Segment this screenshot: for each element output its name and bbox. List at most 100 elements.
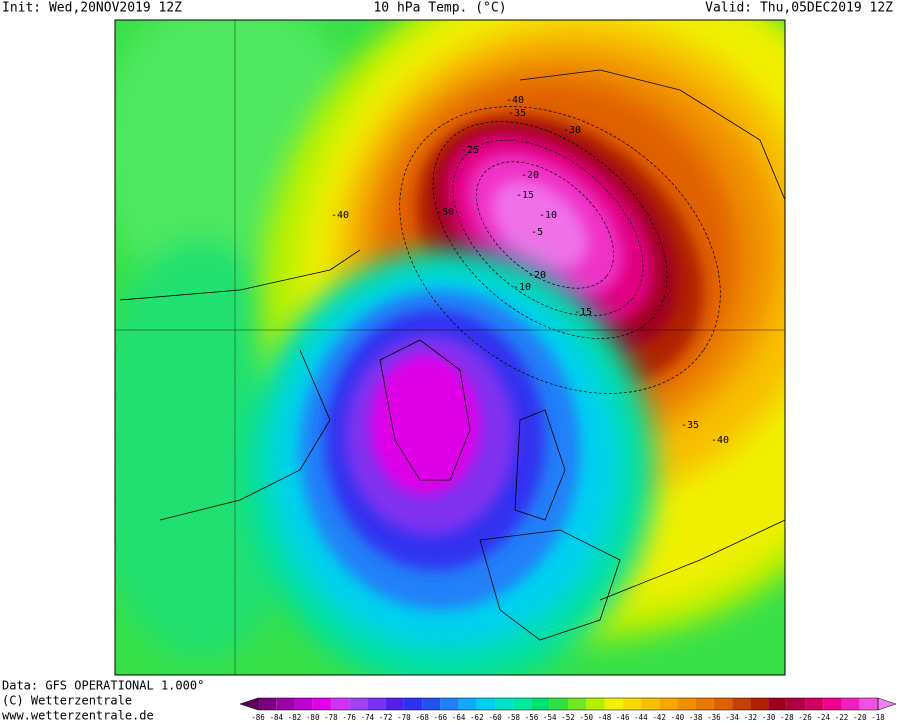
colorbar-box [422,698,441,710]
colorbar-label: -50 [579,713,593,722]
colorbar-label: -34 [725,713,739,722]
colorbar-box [568,698,587,710]
map-field: -40-35-30-25-20-15-10-5-50-40-20-10-15-3… [115,20,785,675]
contour-label: -40 [506,95,524,106]
colorbar-label: -62 [470,713,484,722]
colorbar-box [312,698,331,710]
colorbar-box [440,698,459,710]
colorbar-label: -74 [361,713,375,722]
contour-label: -15 [574,307,592,318]
contour-label: -10 [513,282,531,293]
colorbar-box [349,698,368,710]
colorbar-end [877,697,897,711]
colorbar-box [805,698,824,710]
colorbar-label: -48 [598,713,612,722]
contour-labels: -40-35-30-25-20-15-10-5-50-40-20-10-15-3… [331,95,729,446]
colorbar-label: -72 [379,713,393,722]
colorbar-box [586,698,605,710]
valid-time: Valid: Thu,05DEC2019 12Z [705,1,893,16]
colorbar-label: -20 [853,713,867,722]
colorbar-box [841,698,860,710]
contour-label: -10 [539,210,557,221]
colorbar-box [458,698,477,710]
contour-label: -25 [461,145,479,156]
contour-label: -20 [521,170,539,181]
colorbar-label: -82 [288,713,302,722]
colorbar-label: -36 [707,713,721,722]
contour-label: -35 [681,420,699,431]
contour-label: -30 [563,125,581,136]
colorbar: -86 -84 -82 -80 -78 -76 -74 -72 -70 -68 -66 -64 -62-… [239,697,897,722]
colorbar-box [622,698,641,710]
colorbar-box [768,698,787,710]
contour-label: -20 [528,270,546,281]
colorbar-label: -68 [415,713,429,722]
colorbar-box [258,698,277,710]
colorbar-label: -76 [342,713,356,722]
colorbar-label: -56 [525,713,539,722]
map-title: 10 hPa Temp. (°C) [373,1,506,16]
colorbar-box [403,698,423,710]
footer-line: Data: GFS OPERATIONAL 1.000° [2,679,204,693]
colorbar-label: -84 [269,713,283,722]
colorbar-box [330,698,350,710]
colorbar-box [476,698,496,710]
colorbar-box [513,698,532,710]
colorbar-label: -28 [780,713,794,722]
colorbar-box [276,698,295,710]
colorbar-box [294,698,313,710]
colorbar-end [239,697,259,711]
footer-line: (C) Wetterzentrale [2,694,132,708]
colorbar-box [732,698,751,710]
colorbar-box [495,698,514,710]
colorbar-label: -22 [835,713,849,722]
contour-label: -15 [516,190,534,201]
colorbar-label: -40 [671,713,685,722]
colorbar-label: -86 [251,713,265,722]
colorbar-label: -46 [616,713,630,722]
colorbar-box [604,698,623,710]
colorbar-label: -78 [324,713,338,722]
colorbar-label: -58 [507,713,521,722]
colorbar-label: -66 [434,713,448,722]
colorbar-label: -30 [762,713,776,722]
contour-lines [399,106,721,394]
colorbar-label: -26 [798,713,812,722]
contour-label: -5 [531,227,543,238]
contour-label: -35 [508,108,526,119]
colorbar-box [549,698,568,710]
colorbar-label: -80 [306,713,320,722]
coastlines [115,20,785,675]
colorbar-box [859,698,878,710]
colorbar-box [385,698,404,710]
footer-line: www.wetterzentrale.de [2,709,154,723]
colorbar-frame [257,697,879,711]
colorbar-box [750,698,769,710]
colorbar-box [640,698,660,710]
colorbar-box [367,698,386,710]
colorbar-box [531,698,550,710]
colorbar-label: -24 [817,713,831,722]
colorbar-label: -60 [488,713,502,722]
colorbar-box [823,698,842,710]
contour-label: -40 [711,435,729,446]
colorbar-label: -44 [634,713,648,722]
contour-label: -50 [436,207,454,218]
init-time: Init: Wed,20NOV2019 12Z [2,1,182,16]
colorbar-label: -54 [543,713,557,722]
colorbar-label: -32 [744,713,758,722]
colorbar-label: -52 [561,713,575,722]
colorbar-label: -70 [397,713,411,722]
contour-label: -40 [331,210,349,221]
map-frame [114,19,786,676]
colorbar-box [659,698,678,710]
colorbar-box [713,698,733,710]
colorbar-box [677,698,696,710]
colorbar-label: -42 [652,713,666,722]
colorbar-box [786,698,806,710]
colorbar-label: -18 [871,713,885,722]
colorbar-box [695,698,714,710]
colorbar-label: -64 [452,713,466,722]
colorbar-label: -38 [689,713,703,722]
